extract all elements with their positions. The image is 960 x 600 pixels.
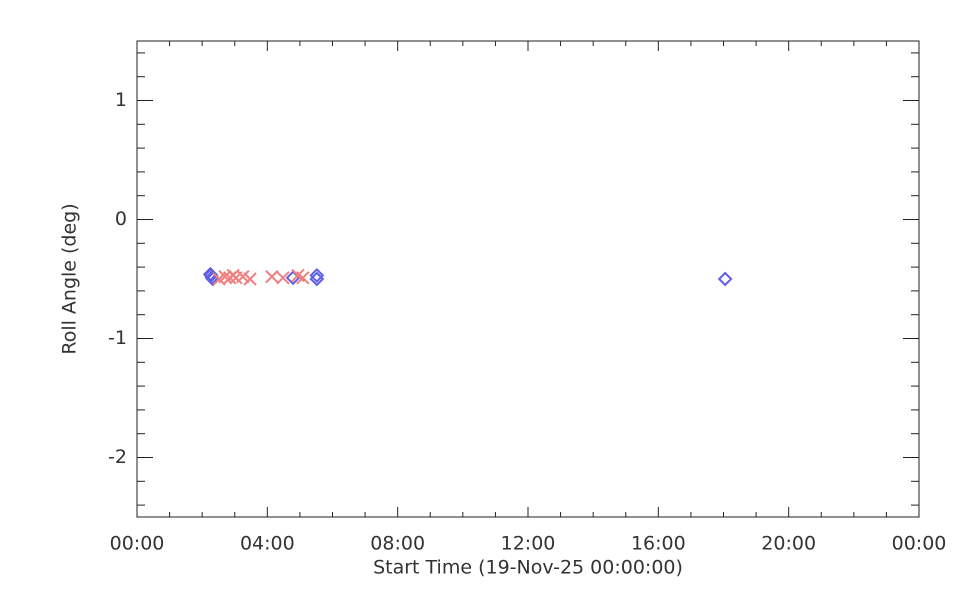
x-marker: [276, 271, 290, 285]
x-tick-label: 16:00: [631, 533, 686, 555]
x-tick-label: 00:00: [892, 533, 947, 555]
diamond-marker: [717, 271, 733, 287]
x-axis-label: Start Time (19-Nov-25 00:00:00): [373, 557, 683, 579]
diamond-marker: [309, 271, 325, 287]
x-tick-label: 08:00: [370, 533, 425, 555]
x-tick-label: 12:00: [501, 533, 556, 555]
plot-frame: [136, 40, 920, 518]
x-tick-label: 20:00: [761, 533, 816, 555]
y-axis-label: Roll Angle (deg): [59, 203, 81, 354]
x-tick-label: 00:00: [110, 533, 165, 555]
x-marker: [265, 269, 279, 284]
x-marker: [236, 269, 250, 284]
y-tick-label: 0: [115, 208, 127, 230]
y-tick-label: -2: [108, 446, 127, 468]
x-marker: [243, 272, 257, 286]
x-marker: [296, 271, 310, 285]
y-tick-label: -1: [108, 327, 127, 349]
diamond-marker: [309, 268, 325, 283]
y-tick-label: 1: [115, 89, 127, 111]
x-tick-label: 04:00: [240, 533, 295, 555]
